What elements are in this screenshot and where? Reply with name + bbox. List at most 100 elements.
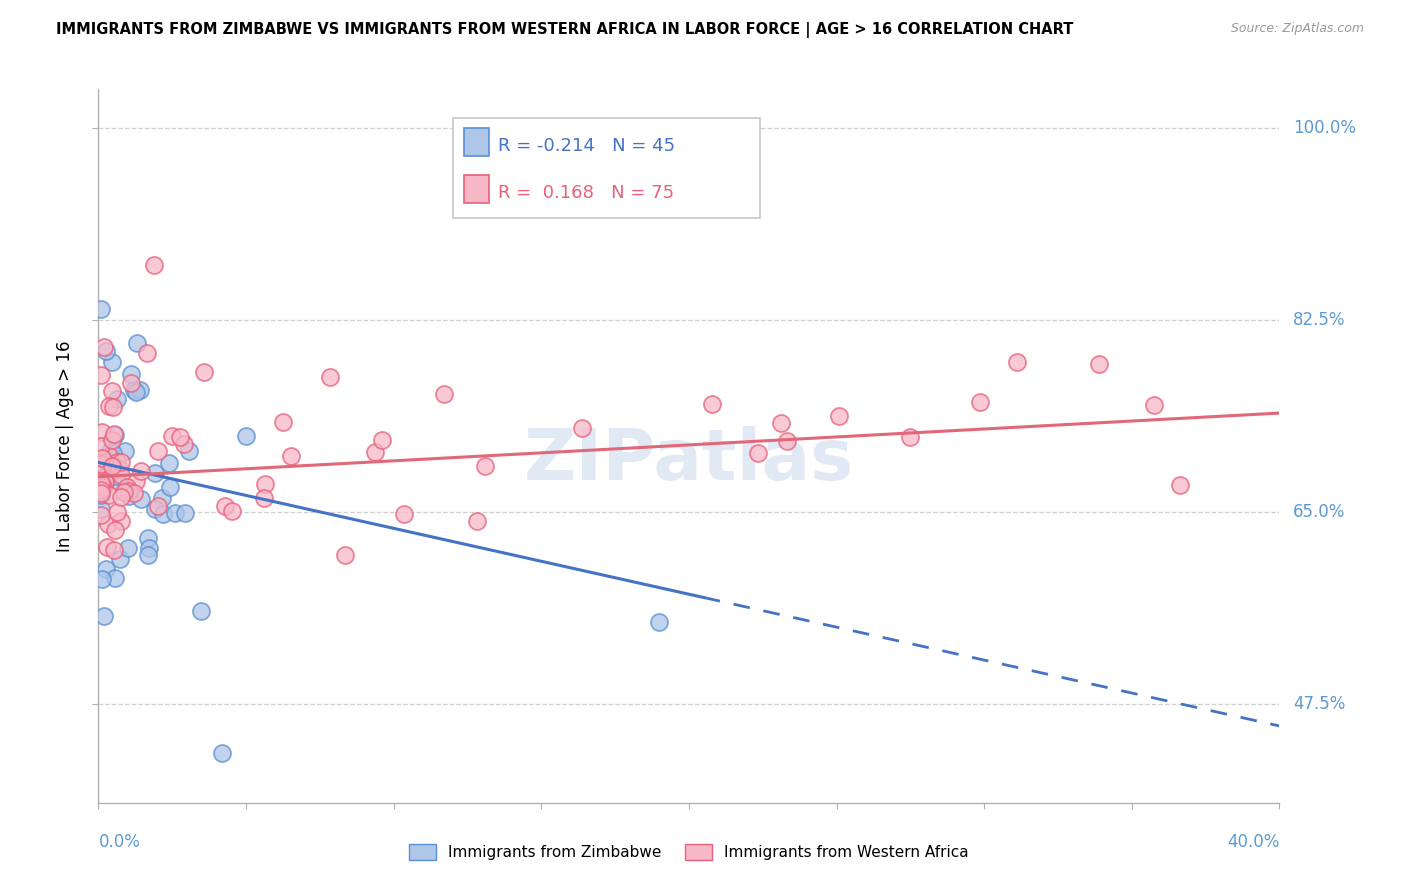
Point	[97, 487, 120, 501]
Point	[157, 456, 180, 470]
Point	[112, 485, 135, 500]
Point	[253, 491, 276, 505]
Point	[364, 445, 387, 459]
Text: 100.0%: 100.0%	[1294, 119, 1357, 136]
Point	[143, 502, 166, 516]
Point	[1005, 355, 1028, 369]
Point	[90, 475, 112, 490]
Text: 0.0%: 0.0%	[98, 833, 141, 851]
Point	[129, 383, 152, 397]
Point	[467, 514, 489, 528]
Point	[110, 467, 132, 482]
Point	[776, 434, 799, 449]
Point	[159, 480, 181, 494]
Point	[160, 429, 183, 443]
Point	[105, 454, 128, 468]
Text: 40.0%: 40.0%	[1227, 833, 1279, 851]
Point	[371, 433, 394, 447]
Point	[769, 416, 792, 430]
Point	[104, 428, 127, 442]
Point	[93, 609, 115, 624]
Point	[392, 507, 415, 521]
Point	[136, 345, 159, 359]
Point	[90, 451, 112, 466]
Point	[118, 483, 141, 498]
Point	[125, 336, 148, 351]
Text: 47.5%: 47.5%	[1294, 695, 1346, 713]
Point	[90, 301, 112, 316]
Point	[101, 433, 124, 447]
Point	[143, 466, 166, 480]
Point	[828, 409, 851, 423]
Point	[91, 480, 114, 494]
Point	[221, 504, 243, 518]
Point	[129, 491, 152, 506]
Point	[90, 457, 112, 471]
Point	[101, 459, 124, 474]
Point	[571, 421, 593, 435]
Point	[98, 450, 121, 464]
Point	[169, 430, 191, 444]
Point	[138, 549, 160, 563]
Point	[104, 469, 127, 483]
Point	[101, 446, 124, 460]
Text: R =  0.168   N = 75: R = 0.168 N = 75	[498, 184, 673, 202]
Point	[193, 365, 215, 379]
Point	[211, 747, 233, 761]
Point	[90, 502, 112, 516]
Point	[177, 444, 200, 458]
Point	[115, 480, 138, 494]
Text: 65.0%: 65.0%	[1294, 503, 1346, 521]
Point	[122, 486, 145, 500]
Point	[125, 474, 148, 488]
Point	[125, 385, 148, 400]
Point	[120, 376, 142, 391]
Point	[90, 483, 112, 498]
Text: Source: ZipAtlas.com: Source: ZipAtlas.com	[1230, 22, 1364, 36]
Point	[108, 462, 131, 476]
Point	[108, 551, 131, 566]
Point	[136, 531, 159, 545]
Text: 82.5%: 82.5%	[1294, 310, 1346, 329]
Text: IMMIGRANTS FROM ZIMBABWE VS IMMIGRANTS FROM WESTERN AFRICA IN LABOR FORCE | AGE : IMMIGRANTS FROM ZIMBABWE VS IMMIGRANTS F…	[56, 22, 1074, 38]
Point	[474, 458, 496, 473]
Point	[103, 543, 125, 558]
Point	[96, 467, 118, 482]
Point	[117, 541, 139, 555]
Legend: Immigrants from Zimbabwe, Immigrants from Western Africa: Immigrants from Zimbabwe, Immigrants fro…	[402, 838, 976, 866]
Point	[94, 475, 117, 489]
Point	[94, 562, 117, 576]
Point	[98, 444, 121, 458]
Text: R = -0.214   N = 45: R = -0.214 N = 45	[498, 136, 675, 154]
Point	[335, 548, 357, 562]
Point	[110, 490, 132, 504]
Point	[143, 258, 166, 272]
Point	[90, 488, 112, 502]
Point	[93, 451, 115, 466]
Point	[105, 505, 128, 519]
Point	[129, 464, 152, 478]
Point	[118, 489, 141, 503]
Point	[1088, 358, 1111, 372]
Point	[280, 449, 302, 463]
Point	[174, 506, 197, 520]
Point	[90, 572, 112, 586]
Point	[700, 396, 723, 410]
Point	[90, 368, 112, 382]
Point	[90, 486, 112, 500]
Point	[648, 615, 671, 629]
Point	[271, 415, 294, 429]
Point	[90, 475, 112, 490]
Point	[90, 425, 112, 439]
Point	[235, 429, 257, 443]
Point	[94, 471, 117, 485]
Point	[900, 430, 922, 444]
Point	[110, 514, 132, 528]
Point	[98, 400, 121, 414]
Point	[969, 394, 991, 409]
Point	[173, 436, 195, 450]
Point	[101, 400, 124, 414]
Point	[96, 343, 118, 358]
Point	[93, 479, 115, 493]
Y-axis label: In Labor Force | Age > 16: In Labor Force | Age > 16	[56, 340, 75, 552]
